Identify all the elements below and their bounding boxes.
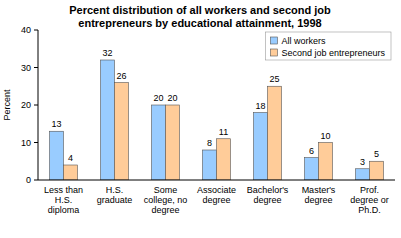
data-label: 20 (153, 93, 163, 103)
bar (356, 169, 370, 180)
legend-box (265, 32, 391, 60)
y-tick (34, 180, 38, 181)
x-tick-label: Bachelor'sdegree (247, 185, 289, 205)
y-tick-label: 0 (26, 175, 31, 185)
bar (268, 86, 282, 180)
bar (305, 158, 319, 181)
bar (319, 143, 333, 181)
data-label: 10 (320, 131, 330, 141)
data-label: 32 (102, 48, 112, 58)
x-tick-label-line: degree (304, 195, 332, 205)
bar (64, 165, 78, 180)
data-label: 26 (116, 71, 126, 81)
data-label: 11 (219, 127, 228, 137)
x-tick-label-line: H.S. (55, 195, 73, 205)
y-tick (34, 142, 38, 143)
bar (217, 139, 231, 180)
x-tick-label: Associatedegree (197, 185, 236, 205)
x-tick-label-line: Some (154, 185, 178, 195)
x-tick-label: Somecollege, nodegree (144, 185, 188, 215)
x-tick-label-line: Associate (197, 185, 236, 195)
data-label: 25 (269, 74, 279, 84)
data-label: 4 (68, 153, 73, 163)
y-tick-label: 30 (21, 63, 31, 73)
bar (101, 60, 115, 180)
y-axis (38, 30, 39, 180)
legend-swatch (270, 37, 277, 44)
x-tick-label: Less thanH.S.diploma (44, 185, 83, 215)
x-axis (38, 180, 395, 181)
x-tick-label-line: Bachelor's (247, 185, 289, 195)
legend-swatch (270, 49, 277, 56)
legend-label: All workers (281, 36, 326, 46)
y-tick (34, 30, 38, 31)
y-tick (34, 67, 38, 68)
x-tick-label-line: diploma (48, 205, 80, 215)
y-tick-label: 20 (21, 100, 31, 110)
bars (50, 60, 384, 180)
bar (370, 161, 384, 180)
bar (115, 83, 129, 181)
x-tick-label-line: graduate (97, 195, 133, 205)
data-label: 6 (309, 146, 314, 156)
data-label: 13 (51, 119, 61, 129)
data-label: 8 (207, 138, 212, 148)
y-axis-label: Percent (2, 89, 12, 121)
title-line: entrepreneurs by educational attainment,… (78, 17, 321, 29)
chart: Percent distribution of all workers and … (0, 0, 401, 238)
data-label: 5 (374, 149, 379, 159)
data-label: 20 (167, 93, 177, 103)
x-tick-label-line: Less than (44, 185, 83, 195)
bar (254, 113, 268, 181)
bar (50, 131, 64, 180)
data-label: 18 (255, 101, 265, 111)
x-tick-label: Prof.degree orPh.D. (350, 185, 389, 215)
x-tick-label-line: Master's (302, 185, 336, 195)
legend-label: Second job entrepreneurs (281, 48, 385, 58)
x-tick-label: H.S.graduate (97, 185, 133, 205)
x-tick-label: Master'sdegree (302, 185, 336, 205)
x-tick-label-line: degree (253, 195, 281, 205)
x-tick-label-line: H.S. (106, 185, 124, 195)
x-tick-label-line: degree (202, 195, 230, 205)
x-tick-label-line: Prof. (360, 185, 379, 195)
bar (166, 105, 180, 180)
y-tick-label: 40 (21, 25, 31, 35)
x-tick-label-line: degree or (350, 195, 389, 205)
bar (203, 150, 217, 180)
data-label: 3 (360, 157, 365, 167)
bar (152, 105, 166, 180)
x-tick-label-line: college, no (144, 195, 188, 205)
y-tick (34, 105, 38, 106)
y-tick-label: 10 (21, 138, 31, 148)
title: Percent distribution of all workers and … (69, 4, 331, 29)
x-tick-label-line: degree (151, 205, 179, 215)
title-line: Percent distribution of all workers and … (69, 4, 331, 16)
x-tick-label-line: Ph.D. (358, 205, 381, 215)
